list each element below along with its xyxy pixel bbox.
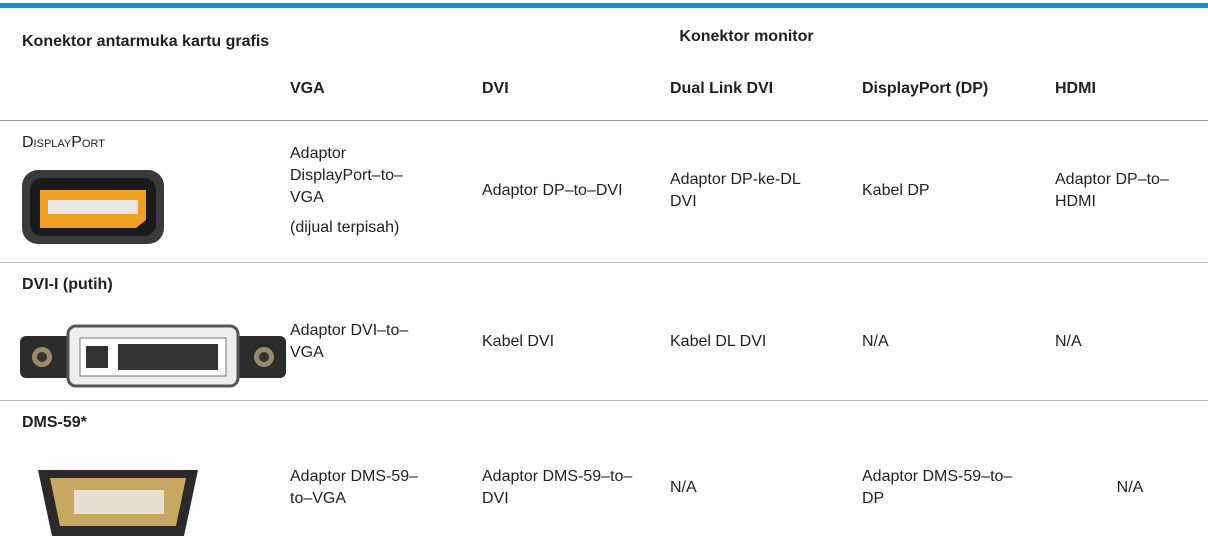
cell-text: Adaptor DVI–to–VGA — [290, 322, 409, 361]
connector-name: DVI-I (putih) — [22, 276, 113, 293]
cell-text: Adaptor DP–to–DVI — [482, 182, 623, 199]
table-cell: Adaptor DMS-59–to–VGA — [290, 422, 420, 554]
column-header: DisplayPort (DP) — [862, 80, 989, 97]
cell-text: Adaptor DMS-59–to–VGA — [290, 468, 419, 507]
table-cell: Adaptor DisplayPort–to–VGA (dijual terpis… — [290, 126, 420, 256]
cell-text: Kabel DP — [862, 182, 930, 199]
row-rule — [0, 262, 1208, 263]
group-header: Konektor monitor — [679, 28, 814, 45]
dms-icon — [38, 470, 198, 536]
table-cell: Kabel DP — [862, 126, 1032, 256]
table-cell: N/A — [1055, 284, 1205, 400]
table-cell: Adaptor DMS-59–to–DP — [862, 422, 1032, 554]
displayport-icon — [22, 170, 164, 244]
top-rule — [0, 3, 1208, 8]
cell-text: N/A — [1055, 333, 1082, 350]
header-rule — [0, 120, 1208, 121]
connector-name: DMS-59* — [22, 414, 87, 431]
column-header: DVI — [482, 80, 509, 97]
cell-text: Adaptor DP–to–HDMI — [1055, 171, 1169, 210]
table-cell: N/A — [862, 284, 1032, 400]
table-cell: Adaptor DVI–to–VGA — [290, 284, 420, 400]
connector-name: DisplayPort — [22, 134, 105, 151]
cell-text: Kabel DVI — [482, 333, 555, 350]
cell-text: Adaptor DMS-59–to–DP — [862, 468, 1013, 507]
cell-text: N/A — [862, 333, 889, 350]
cell-text: N/A — [670, 479, 697, 496]
cell-text: Adaptor DMS-59–to–DVI — [482, 468, 633, 507]
cell-text: Adaptor DisplayPort–to–VGA — [290, 145, 403, 206]
table-cell: Kabel DVI — [482, 284, 652, 400]
column-header: Dual Link DVI — [670, 80, 774, 97]
cell-text: (dijual terpisah) — [290, 219, 400, 236]
cell-text: Adaptor DP-ke-DL DVI — [670, 171, 801, 210]
row-rule — [0, 400, 1208, 401]
table-cell: Adaptor DP–to–DVI — [482, 126, 652, 256]
table-cell: Adaptor DP–to–HDMI — [1055, 126, 1205, 256]
column-header: HDMI — [1055, 80, 1096, 97]
column-header: VGA — [290, 80, 325, 97]
corner-header: Konektor antarmuka kartu grafis — [22, 33, 270, 50]
table-cell: Adaptor DMS-59–to–DVI — [482, 422, 652, 554]
table-cell: N/A — [1055, 422, 1205, 554]
table-cell: N/A — [670, 422, 820, 554]
dvi-icon — [20, 324, 286, 388]
cell-text: N/A — [1116, 479, 1144, 496]
table-cell: Adaptor DP-ke-DL DVI — [670, 126, 820, 256]
table-cell: Kabel DL DVI — [670, 284, 820, 400]
cell-text: Kabel DL DVI — [670, 333, 767, 350]
